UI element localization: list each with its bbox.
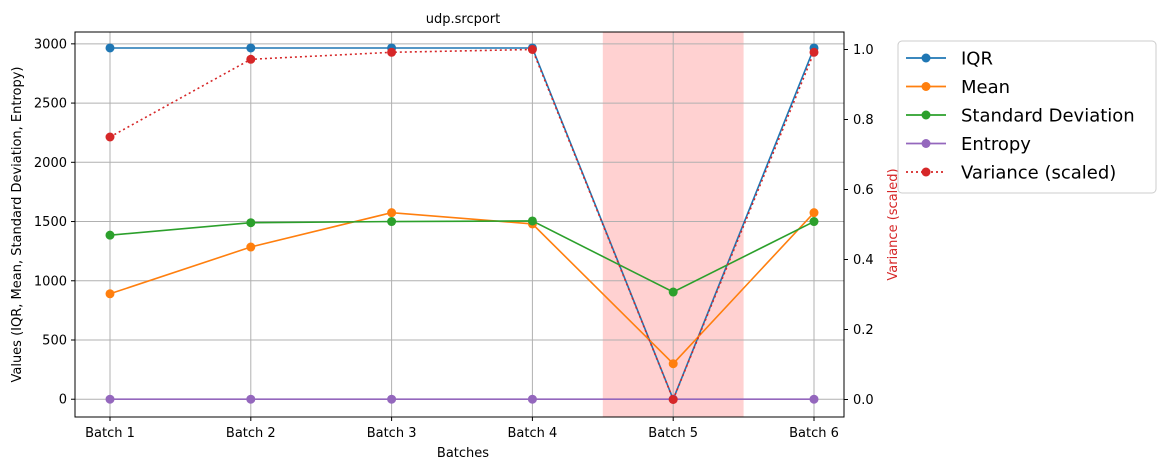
legend-marker: [921, 53, 931, 63]
y-right-tick-label: 0.0: [853, 393, 874, 408]
series-line-mean: [109, 211, 815, 365]
data-point-entropy: [527, 394, 537, 404]
x-tick-label: Batch 6: [789, 426, 839, 441]
data-point-mean: [387, 208, 397, 218]
data-point-variance-scaled: [668, 395, 678, 404]
data-point-variance-scaled: [809, 47, 819, 57]
series-line-iqr: [110, 47, 815, 402]
data-point-standard-deviation: [527, 216, 537, 226]
legend-label: Standard Deviation: [961, 106, 1135, 127]
y-left-tick-label: 0: [59, 393, 67, 408]
x-tick-label: Batch 5: [648, 426, 698, 441]
y-left-tick-label: 2500: [34, 97, 67, 112]
legend-marker: [921, 139, 931, 148]
y-left-tick-label: 3000: [34, 37, 67, 52]
data-point-standard-deviation: [668, 287, 678, 297]
data-point-variance-scaled: [387, 47, 397, 57]
data-point-variance-scaled: [527, 45, 537, 54]
y-left-tick-label: 500: [42, 334, 67, 349]
chart-title: udp.srcport: [426, 12, 501, 27]
y-axis-left-label: Values (IQR, Mean, Standard Deviation, E…: [10, 66, 25, 382]
legend-label: Variance (scaled): [961, 163, 1116, 184]
y-right-tick-label: 0.6: [853, 183, 874, 198]
y-right-tick-label: 0.8: [853, 113, 874, 128]
y-right-tick-label: 1.0: [853, 43, 874, 58]
x-axis-label: Batches: [437, 446, 489, 461]
legend-label: IQR: [961, 49, 993, 70]
data-point-mean: [668, 359, 678, 369]
data-point-mean: [105, 289, 115, 299]
legend-marker: [921, 82, 931, 91]
y-left-tick-label: 2000: [34, 156, 67, 171]
series-line-standard-deviation: [109, 220, 815, 293]
y-axis-right-label: Variance (scaled): [886, 168, 901, 280]
y-left-tick-label: 1000: [34, 274, 67, 289]
data-point-variance-scaled: [246, 54, 256, 64]
x-tick-label: Batch 3: [367, 426, 417, 441]
data-point-mean: [809, 208, 819, 218]
data-point-entropy: [105, 394, 115, 404]
x-tick-label: Batch 1: [85, 426, 135, 441]
data-point-standard-deviation: [105, 230, 115, 240]
data-point-iqr: [105, 43, 115, 53]
x-tick-label: Batch 2: [226, 426, 276, 441]
data-point-entropy: [809, 394, 819, 404]
y-right-tick-label: 0.4: [853, 253, 874, 268]
data-point-standard-deviation: [246, 218, 256, 228]
legend-marker: [921, 110, 931, 120]
x-tick-label: Batch 4: [508, 426, 558, 441]
plot-frame: [74, 31, 845, 418]
data-point-entropy: [246, 394, 256, 404]
legend-label: Mean: [961, 77, 1010, 98]
legend-label: Entropy: [961, 134, 1031, 155]
data-point-standard-deviation: [387, 217, 397, 227]
data-point-mean: [246, 242, 256, 252]
y-left-tick-label: 1500: [34, 215, 67, 230]
legend-box: [897, 40, 1157, 194]
data-point-iqr: [246, 43, 256, 53]
y-right-tick-label: 0.2: [853, 323, 874, 338]
legend-marker: [921, 167, 931, 177]
data-point-variance-scaled: [105, 132, 115, 142]
data-point-entropy: [387, 394, 397, 404]
data-point-standard-deviation: [809, 217, 819, 227]
